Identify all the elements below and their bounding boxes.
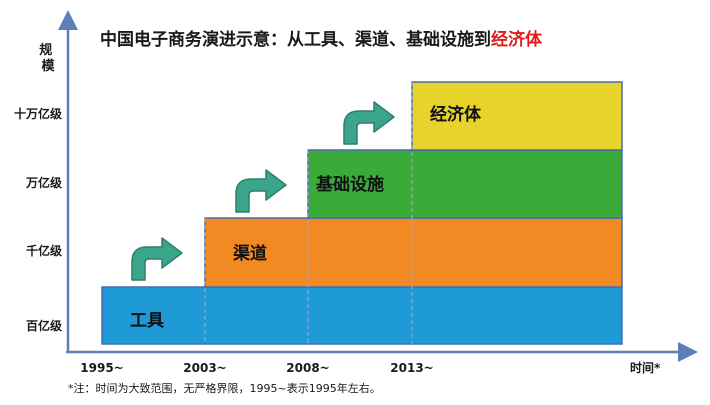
chart-title: 中国电子商务演进示意：从工具、渠道、基础设施到经济体 [100,29,543,50]
x-tick-labels: 1995~ 2003~ 2008~ 2013~ [80,361,433,375]
chart-title-highlight: 经济体 [491,29,543,50]
x-tick-3: 2008~ [286,361,329,375]
y-tick-1: 百亿级 [26,318,62,333]
block-1 [101,286,623,345]
axes-layer [58,10,698,362]
block-label-4: 经济体 [430,104,482,125]
y-tick-2: 千亿级 [26,243,62,258]
x-axis-label: 时间* [630,360,661,375]
blocks-layer: 工具 渠道 基础设施 经济体 [101,81,623,345]
x-tick-1: 1995~ [80,361,123,375]
block-4 [411,81,623,151]
y-axis-label: 规 模 [39,43,57,74]
x-tick-2: 2003~ [183,361,226,375]
y-tick-3: 万亿级 [25,175,62,190]
chart-title-main: 中国电子商务演进示意：从工具、渠道、基础设施到 [100,29,491,50]
x-tick-4: 2013~ [390,361,433,375]
footnote: *注：时间为大致范围，无严格界限，1995~表示1995年左右。 [68,381,381,395]
step-arrows [131,101,395,281]
dashed-dividers [204,82,413,344]
block-label-3: 基础设施 [315,174,384,195]
block-label-2: 渠道 [232,243,267,264]
y-tick-labels: 百亿级 千亿级 万亿级 十万亿级 [14,106,62,333]
step-arrow-1 [131,237,183,281]
step-arrow-2 [235,169,287,213]
block-label-1: 工具 [130,311,164,331]
step-arrow-3 [343,101,395,145]
block-2 [204,217,623,288]
y-tick-4: 十万亿级 [14,106,62,121]
block-3 [307,149,623,219]
